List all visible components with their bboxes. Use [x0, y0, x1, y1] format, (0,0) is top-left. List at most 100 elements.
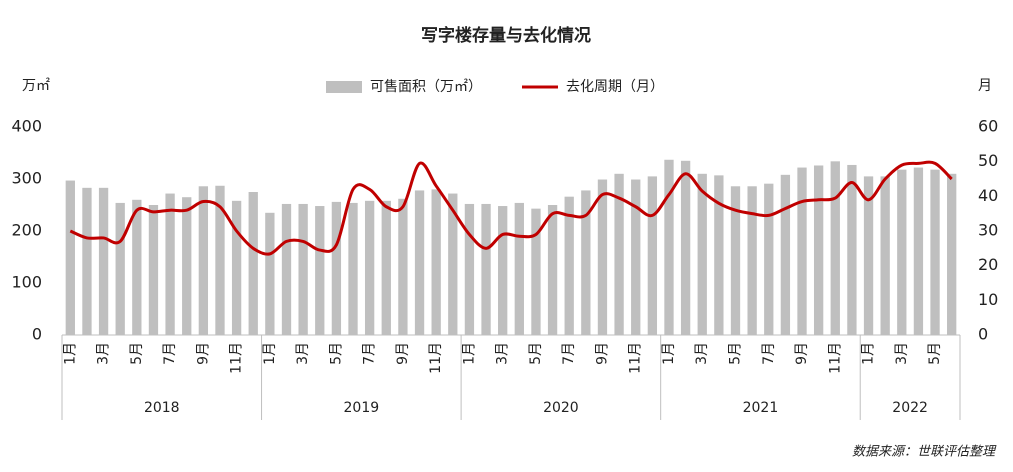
- bar: [498, 206, 508, 335]
- bar: [331, 201, 342, 335]
- x-tick-label: 1月: [62, 342, 78, 365]
- bar: [880, 176, 890, 335]
- bar: [697, 173, 707, 335]
- group-label: 2021: [743, 400, 779, 416]
- y-tick-label: 0: [32, 325, 42, 344]
- chart-title: 写字楼存量与去化情况: [421, 25, 591, 46]
- y-tick-label: 300: [11, 169, 42, 188]
- x-tick-label: 5月: [927, 342, 943, 365]
- bar: [631, 179, 641, 335]
- x-tick-label: 5月: [728, 342, 744, 365]
- bar: [464, 203, 475, 335]
- x-tick-label: 7月: [561, 342, 577, 365]
- group-label: 2022: [892, 400, 928, 416]
- y2-tick-label: 30: [978, 221, 998, 240]
- bar: [298, 203, 308, 335]
- line: [69, 160, 953, 256]
- x-tick-label: 5月: [328, 342, 344, 365]
- bar: [581, 190, 591, 335]
- bar: [364, 200, 375, 335]
- x-tick-label: 1月: [861, 342, 877, 365]
- y2-tick-label: 60: [978, 117, 998, 136]
- y-axis-title: 万㎡: [22, 78, 50, 94]
- bar: [65, 180, 75, 335]
- bar: [597, 179, 608, 335]
- y2-axis-title: 月: [978, 78, 992, 94]
- y2-tick-label: 50: [978, 151, 998, 170]
- bar: [132, 199, 142, 335]
- x-tick-label: 11月: [428, 342, 444, 374]
- bar: [115, 202, 125, 335]
- bar: [381, 200, 391, 335]
- bar: [182, 197, 192, 335]
- x-tick-label: 1月: [461, 342, 477, 365]
- bar: [248, 192, 258, 335]
- source-note: 数据来源：世联评估整理: [852, 445, 997, 460]
- bar: [448, 193, 458, 335]
- y-tick-label: 400: [11, 117, 42, 136]
- bar: [82, 187, 92, 335]
- group-label: 2018: [144, 400, 180, 416]
- bar: [647, 176, 658, 335]
- bar: [198, 186, 209, 335]
- bar: [531, 208, 541, 335]
- legend-swatch: [326, 81, 362, 93]
- bar: [730, 186, 741, 335]
- y2-tick-label: 20: [978, 255, 998, 274]
- bar: [348, 202, 358, 335]
- legend-label: 去化周期（月）: [566, 79, 664, 95]
- bar: [813, 165, 824, 335]
- group-label: 2020: [543, 400, 579, 416]
- bar: [514, 202, 524, 335]
- x-tick-label: 9月: [395, 342, 411, 365]
- y2-tick-label: 0: [978, 325, 988, 344]
- bar: [863, 176, 874, 335]
- x-tick-label: 11月: [827, 342, 843, 374]
- bar: [281, 203, 292, 335]
- bar: [98, 187, 109, 335]
- x-tick-label: 9月: [195, 342, 211, 365]
- bar: [797, 167, 807, 335]
- bar: [414, 190, 425, 335]
- group-label: 2019: [344, 400, 380, 416]
- bar: [431, 189, 441, 335]
- x-tick-label: 7月: [761, 342, 777, 365]
- bar: [680, 160, 691, 335]
- bar: [614, 173, 624, 335]
- y-tick-label: 200: [11, 221, 42, 240]
- bar: [664, 159, 674, 335]
- x-tick-label: 1月: [262, 342, 278, 365]
- bar: [764, 183, 774, 335]
- bar: [564, 196, 574, 335]
- bar: [930, 169, 940, 335]
- bar: [148, 205, 159, 335]
- bar: [481, 203, 491, 335]
- x-tick-label: 3月: [295, 342, 311, 365]
- bar: [315, 206, 325, 335]
- bar: [947, 173, 957, 335]
- y-tick-label: 100: [11, 273, 42, 292]
- bar: [747, 186, 757, 335]
- bar: [714, 175, 724, 335]
- bar: [215, 185, 225, 335]
- y2-tick-label: 40: [978, 186, 998, 205]
- legend-label: 可售面积（万㎡）: [370, 79, 482, 95]
- x-tick-label: 3月: [96, 342, 112, 365]
- x-tick-label: 9月: [594, 342, 610, 365]
- x-tick-label: 3月: [694, 342, 710, 365]
- x-tick-label: 7月: [162, 342, 178, 365]
- x-tick-label: 9月: [794, 342, 810, 365]
- x-tick-label: 5月: [528, 342, 544, 365]
- bar: [265, 212, 275, 335]
- x-tick-label: 5月: [129, 342, 145, 365]
- bar: [231, 200, 242, 335]
- x-tick-label: 3月: [894, 342, 910, 365]
- x-tick-label: 7月: [362, 342, 378, 365]
- bar: [913, 167, 924, 335]
- x-tick-label: 3月: [495, 342, 511, 365]
- bar: [547, 205, 558, 335]
- bar: [897, 169, 907, 335]
- x-tick-label: 11月: [229, 342, 245, 374]
- bar: [847, 164, 857, 335]
